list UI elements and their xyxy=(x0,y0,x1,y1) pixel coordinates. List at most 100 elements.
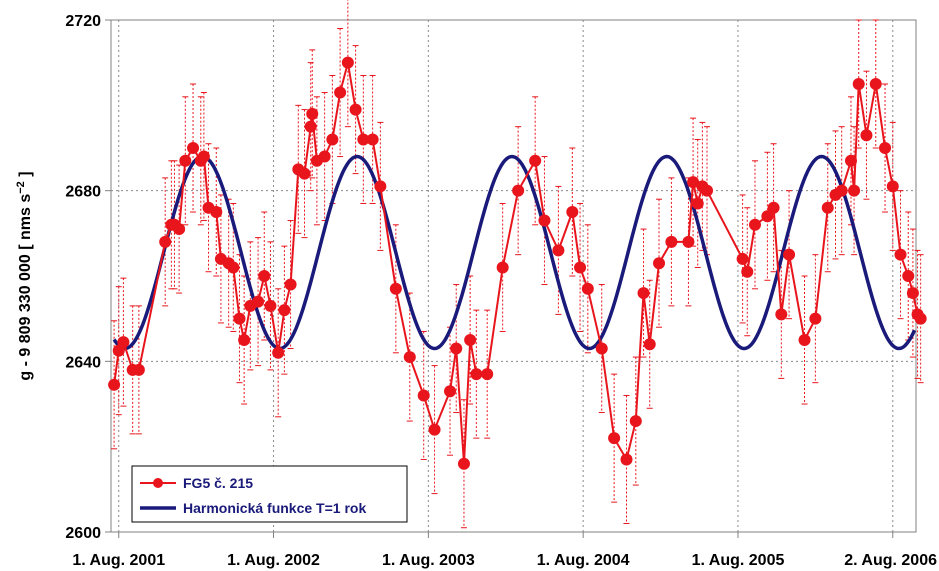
data-point xyxy=(179,154,192,167)
data-point xyxy=(914,312,927,325)
data-point xyxy=(682,235,695,248)
data-point xyxy=(252,295,265,308)
data-point xyxy=(701,184,714,197)
data-point xyxy=(860,129,873,142)
x-tick-label: 2. Aug. 2006 xyxy=(844,552,937,569)
plot-area xyxy=(110,19,917,533)
data-point xyxy=(197,150,210,163)
data-point xyxy=(767,201,780,214)
data-point xyxy=(108,378,121,391)
data-point xyxy=(306,107,319,120)
data-point xyxy=(906,287,919,300)
data-point xyxy=(334,86,347,99)
data-point xyxy=(278,304,291,317)
data-point xyxy=(852,78,865,90)
data-point xyxy=(538,214,551,227)
data-point xyxy=(341,56,354,69)
data-point xyxy=(173,223,186,236)
data-point xyxy=(761,210,774,223)
data-point xyxy=(749,218,761,231)
data-point xyxy=(238,334,251,346)
data-point xyxy=(775,308,788,321)
data-point xyxy=(821,201,834,214)
legend: FG5 č. 215 Harmonická funkce T=1 rok xyxy=(131,465,408,523)
data-point xyxy=(417,389,430,402)
x-tick-label: 1. Aug. 2002 xyxy=(227,552,320,569)
data-point xyxy=(529,154,542,167)
data-point xyxy=(132,363,145,376)
harmonic-series-line xyxy=(112,154,917,351)
data-point xyxy=(552,244,565,257)
data-point xyxy=(643,338,656,351)
data-point xyxy=(665,235,678,248)
x-tick-label: 1. Aug. 2004 xyxy=(537,552,630,569)
data-point xyxy=(798,334,811,346)
data-point xyxy=(258,270,271,282)
data-point xyxy=(444,385,457,398)
data-point xyxy=(608,432,621,445)
data-point xyxy=(835,184,848,197)
data-point xyxy=(894,248,907,261)
y-tick-label: 2680 xyxy=(65,184,101,201)
data-point xyxy=(691,197,704,210)
data-point xyxy=(595,342,608,355)
data-point xyxy=(428,423,441,436)
data-point xyxy=(574,261,587,274)
data-point xyxy=(844,154,857,167)
data-point xyxy=(187,142,200,154)
fg5-series-points xyxy=(108,56,927,470)
data-point xyxy=(366,133,379,146)
data-point xyxy=(629,415,642,428)
data-point xyxy=(450,342,463,355)
data-point xyxy=(637,287,650,300)
y-tick-label: 2600 xyxy=(65,525,101,542)
data-point xyxy=(470,368,483,381)
data-point xyxy=(159,235,172,248)
data-point xyxy=(879,142,892,154)
data-point xyxy=(374,180,387,193)
data-point xyxy=(349,103,362,116)
data-point xyxy=(496,261,509,274)
data-point xyxy=(809,312,822,325)
legend-harmonic-label: Harmonická funkce T=1 rok xyxy=(183,500,366,516)
grid xyxy=(111,20,916,532)
data-point xyxy=(318,150,331,163)
y-axis-ticks: 2600 2640 2680 2720 xyxy=(65,13,111,542)
y-tick-label: 2640 xyxy=(65,354,101,371)
data-point xyxy=(512,184,525,197)
data-point xyxy=(464,334,477,346)
data-point xyxy=(581,282,594,295)
data-point xyxy=(886,180,899,193)
data-point xyxy=(783,248,796,261)
data-point xyxy=(481,368,494,381)
y-tick-label: 2720 xyxy=(65,13,101,30)
data-point xyxy=(264,299,277,312)
data-point xyxy=(457,457,470,470)
data-point xyxy=(869,78,882,90)
y-axis-label: g - 9 809 330 000 [ nms s−2 ] xyxy=(15,171,34,380)
x-axis-ticks: 1. Aug. 2001 1. Aug. 2002 1. Aug. 2003 1. A… xyxy=(72,532,937,569)
x-tick-label: 1. Aug. 2001 xyxy=(72,552,165,569)
data-point xyxy=(902,270,915,282)
legend-fg5-label: FG5 č. 215 xyxy=(183,475,253,491)
data-point xyxy=(357,133,370,146)
data-point xyxy=(653,257,666,270)
data-point xyxy=(304,120,317,133)
data-point xyxy=(298,167,311,180)
data-point xyxy=(566,206,579,218)
legend-fg5-swatch-marker xyxy=(153,478,163,488)
legend-box xyxy=(131,465,408,523)
data-point xyxy=(117,336,130,349)
data-point xyxy=(272,346,285,359)
data-point xyxy=(227,261,240,274)
data-point xyxy=(736,252,749,265)
x-tick-label: 1. Aug. 2005 xyxy=(692,552,785,569)
data-point xyxy=(687,176,700,189)
data-point xyxy=(233,312,246,325)
data-point xyxy=(848,184,861,197)
data-point xyxy=(284,278,297,291)
data-point xyxy=(326,133,339,146)
data-point xyxy=(210,206,223,218)
data-point xyxy=(403,351,416,364)
